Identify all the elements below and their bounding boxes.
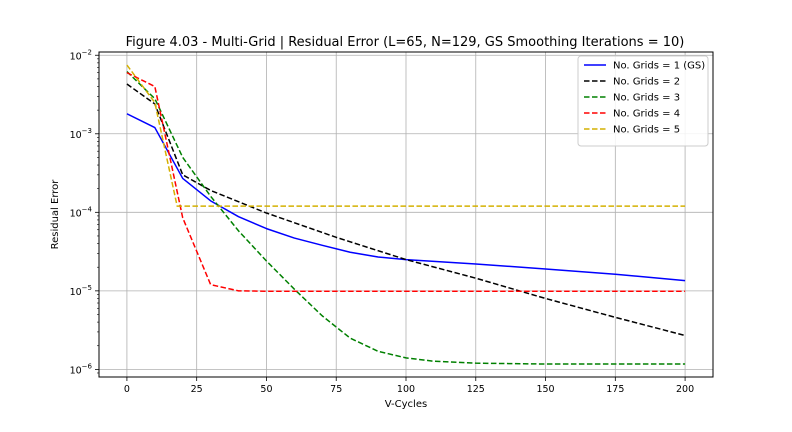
y-tick-label: 10−3: [70, 127, 92, 141]
y-tick-label: 10−5: [70, 284, 92, 298]
x-tick-label: 0: [124, 384, 130, 395]
series-line-2: [126, 83, 686, 337]
tick-layer: 0 25 50 75 100 125 150 175 200 10−6 10−5 10−4 10−3 10…: [70, 48, 695, 395]
legend-label-2: No. Grids = 2: [613, 77, 680, 88]
legend-label-5: No. Grids = 5: [613, 125, 680, 136]
x-axis-label: V-Cycles: [385, 399, 427, 410]
y-tick-label: 10−2: [70, 48, 92, 62]
series-line-5: [126, 64, 686, 207]
legend-box: [577, 55, 709, 147]
legend-label-3: No. Grids = 3: [613, 93, 680, 104]
x-tick-label: 50: [260, 384, 272, 395]
x-tick-label: 150: [536, 384, 554, 395]
legend: No. Grids = 1 (GS) No. Grids = 2 No. Grids…: [577, 55, 709, 147]
y-axis-label: Residual Error: [50, 179, 61, 250]
legend-label-1: No. Grids = 1 (GS): [613, 61, 705, 72]
x-tick-label: 75: [330, 384, 342, 395]
x-tick-label: 175: [606, 384, 624, 395]
series-line-1: [126, 113, 686, 282]
x-tick-label: 100: [397, 384, 415, 395]
y-tick-label: 10−4: [70, 205, 93, 219]
x-tick-label: 125: [467, 384, 485, 395]
series-layer: [126, 64, 686, 365]
legend-label-4: No. Grids = 4: [613, 109, 680, 120]
series-line-3: [126, 71, 686, 365]
chart-title: Figure 4.03 - Multi-Grid | Residual Erro…: [126, 35, 685, 50]
x-tick-label: 25: [191, 384, 203, 395]
y-tick-label: 10−6: [70, 362, 93, 376]
x-tick-label: 200: [676, 384, 694, 395]
series-line-4: [126, 71, 686, 292]
